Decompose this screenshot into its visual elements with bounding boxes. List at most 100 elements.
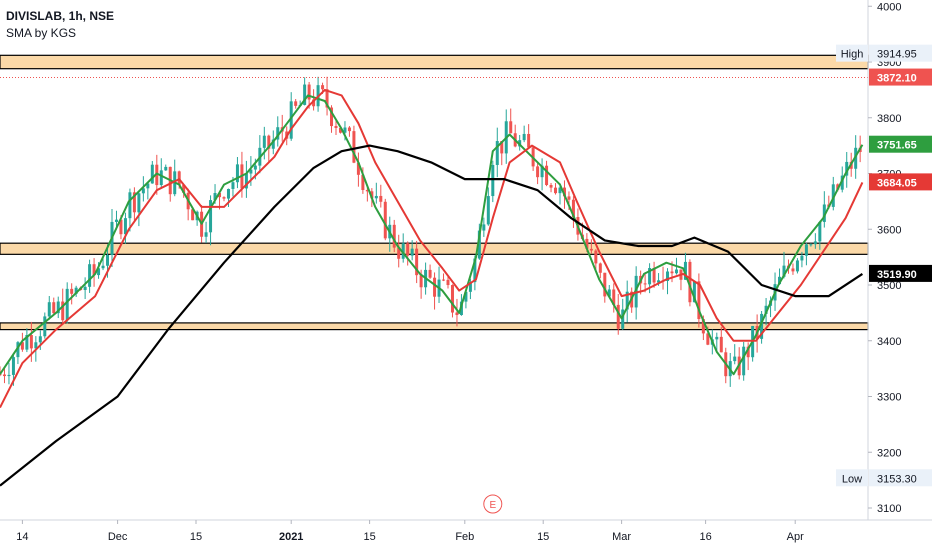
candle-down <box>334 126 338 128</box>
candle-up <box>831 184 835 207</box>
candle-up <box>607 289 611 297</box>
candle-up <box>249 169 253 174</box>
time-tick-label: 15 <box>363 531 375 543</box>
candle-up <box>809 244 813 246</box>
candle-down <box>347 127 351 132</box>
candle-down <box>92 264 96 276</box>
sma-fast-badge-bg <box>869 135 932 153</box>
candle-up <box>401 243 405 259</box>
candle-up <box>818 221 822 242</box>
candle-up <box>106 254 110 266</box>
candle-down <box>652 268 656 283</box>
candle-up <box>625 291 629 310</box>
candle-up <box>782 265 786 277</box>
candle-up <box>800 255 804 261</box>
chart-legend: DIVISLAB, 1h, NSE SMA by KGS <box>6 8 114 42</box>
candle-down <box>182 184 186 193</box>
sma-slow-value: 3519.90 <box>877 269 917 281</box>
candle-down <box>549 185 553 188</box>
candle-up <box>128 192 132 219</box>
candle-up <box>495 141 499 165</box>
candle-up <box>150 164 154 184</box>
candle-down <box>442 279 446 281</box>
candle-up <box>276 127 280 140</box>
candle-down <box>356 162 360 175</box>
candle-down <box>365 189 369 192</box>
price-tick-label: 4000 <box>877 1 901 13</box>
candle-up <box>692 281 696 303</box>
candle-up <box>473 258 477 283</box>
candle-down <box>330 107 334 127</box>
sma-fast-value: 3751.65 <box>877 140 917 152</box>
price-zone <box>0 242 869 255</box>
price-tick-label: 3400 <box>877 336 901 348</box>
last-price-value: 3872.10 <box>877 73 917 85</box>
sma-mid-value: 3684.05 <box>877 177 917 189</box>
time-tick-label: Dec <box>108 531 128 543</box>
candle-down <box>567 196 571 200</box>
high-value: 3914.95 <box>877 49 917 61</box>
candle-up <box>491 164 495 197</box>
candle-down <box>585 238 589 249</box>
price-tick-label: 3200 <box>877 447 901 459</box>
chart-overlays: E <box>0 77 868 514</box>
candle-up <box>123 218 127 235</box>
candle-up <box>804 244 808 256</box>
high-badge-bg <box>869 44 932 62</box>
candle-down <box>294 101 298 106</box>
candle-down <box>433 277 437 297</box>
candle-up <box>343 127 347 133</box>
candle-up <box>164 166 168 171</box>
time-tick-label: 15 <box>537 531 549 543</box>
candle-down <box>325 89 329 108</box>
candle-down <box>450 285 454 313</box>
candle-down <box>415 248 419 276</box>
candle-up <box>47 302 51 317</box>
candle-up <box>674 269 678 274</box>
candle-up <box>159 170 163 186</box>
candle-down <box>419 275 423 288</box>
candle-up <box>742 346 746 376</box>
low-badge-bg <box>869 469 932 487</box>
candle-up <box>34 342 38 349</box>
candle-down <box>643 283 647 285</box>
candle-up <box>253 165 257 170</box>
candle-up <box>56 301 60 314</box>
candle-up <box>226 188 230 199</box>
candle-down <box>594 250 598 264</box>
price-axis[interactable]: 3100320033003400350036003700380039004000 <box>867 0 901 520</box>
candle-up <box>468 282 472 292</box>
symbol-title[interactable]: DIVISLAB, 1h, NSE <box>6 9 115 23</box>
candle-down <box>379 195 383 202</box>
candle-up <box>778 276 782 285</box>
indicator-name[interactable]: SMA by KGS <box>6 26 77 40</box>
candle-up <box>209 200 213 233</box>
candle-down <box>701 319 705 334</box>
price-badges: High 3914.95 3872.10 3751.65 3684.05 3519.90 L… <box>836 44 932 487</box>
candle-down <box>392 224 396 248</box>
time-tick-label: 15 <box>190 531 202 543</box>
sma-slow-line <box>0 144 864 487</box>
candle-up <box>74 287 78 294</box>
candle-down <box>612 289 616 305</box>
candle-up <box>733 356 737 362</box>
candle-down <box>554 187 558 194</box>
candle-up <box>16 342 20 358</box>
price-zone <box>0 322 869 331</box>
candle-up <box>648 268 652 285</box>
candle-down <box>670 271 674 274</box>
time-tick-label: Apr <box>787 531 804 543</box>
candle-up <box>813 241 817 245</box>
candle-down <box>545 165 549 186</box>
candle-down <box>562 187 566 197</box>
candle-up <box>760 313 764 339</box>
candle-down <box>370 191 374 199</box>
candle-down <box>338 127 342 133</box>
candle-up <box>666 271 670 281</box>
time-tick-label: 16 <box>699 531 711 543</box>
time-axis[interactable]: 14 Dec 15 2021 15 Feb 15 Mar 16 Apr <box>0 519 932 543</box>
low-label-bg <box>836 469 868 487</box>
earnings-marker-label: E <box>489 500 496 511</box>
candle-down <box>61 301 65 321</box>
